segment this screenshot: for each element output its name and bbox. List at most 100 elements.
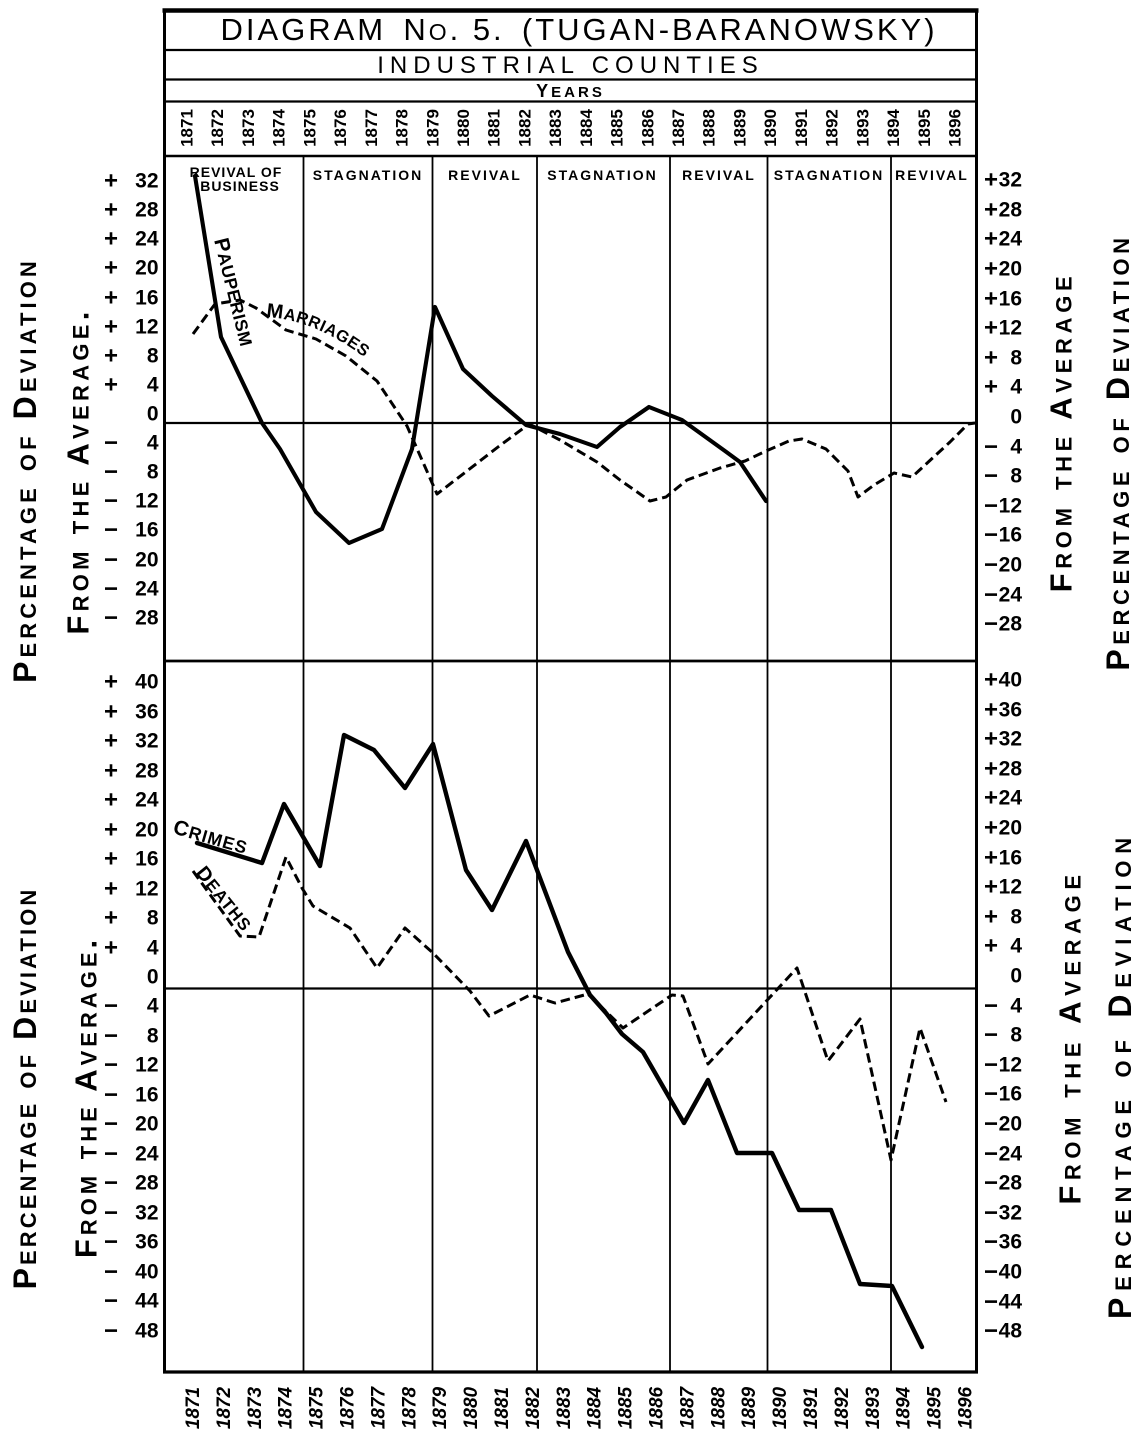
svg-text:−: − xyxy=(984,1289,998,1316)
svg-text:+: + xyxy=(984,667,998,694)
svg-text:+: + xyxy=(104,168,118,195)
svg-text:1874: 1874 xyxy=(270,109,289,147)
svg-text:1887: 1887 xyxy=(669,109,688,147)
svg-text:1887: 1887 xyxy=(677,1385,698,1429)
svg-text:36: 36 xyxy=(999,1231,1022,1254)
svg-text:+: + xyxy=(984,785,998,812)
svg-text:0: 0 xyxy=(147,403,159,426)
svg-text:+: + xyxy=(104,876,118,903)
svg-text:32: 32 xyxy=(999,169,1022,192)
svg-text:24: 24 xyxy=(999,228,1023,251)
svg-text:+: + xyxy=(104,787,118,814)
svg-text:1886: 1886 xyxy=(638,109,657,147)
svg-text:−: − xyxy=(984,1081,998,1108)
svg-text:1881: 1881 xyxy=(492,1387,513,1429)
svg-text:32: 32 xyxy=(135,730,158,753)
svg-text:4: 4 xyxy=(147,432,159,455)
svg-text:0: 0 xyxy=(1010,406,1022,429)
svg-text:1882: 1882 xyxy=(523,1386,544,1429)
svg-text:1891: 1891 xyxy=(801,1387,822,1429)
svg-text:REVIVAL OF: REVIVAL OF xyxy=(190,164,283,180)
svg-text:1890: 1890 xyxy=(761,109,780,147)
svg-text:−: − xyxy=(104,517,118,544)
svg-text:1895: 1895 xyxy=(925,1386,946,1429)
svg-text:−: − xyxy=(984,522,998,549)
svg-text:1881: 1881 xyxy=(485,109,504,147)
svg-text:1885: 1885 xyxy=(616,1386,637,1429)
svg-text:−: − xyxy=(104,1288,118,1315)
svg-text:+: + xyxy=(984,256,998,283)
svg-text:8: 8 xyxy=(1010,1024,1022,1047)
svg-text:1885: 1885 xyxy=(608,109,627,147)
svg-text:16: 16 xyxy=(135,287,158,310)
svg-text:24: 24 xyxy=(135,228,159,251)
svg-text:−: − xyxy=(984,1111,998,1138)
svg-text:1878: 1878 xyxy=(399,1386,420,1429)
svg-text:36: 36 xyxy=(135,1231,158,1254)
svg-text:1884: 1884 xyxy=(585,1386,606,1429)
svg-text:20: 20 xyxy=(135,549,158,572)
svg-text:+: + xyxy=(104,226,118,253)
svg-text:8: 8 xyxy=(147,1025,159,1048)
svg-text:36: 36 xyxy=(135,701,158,724)
svg-text:1872: 1872 xyxy=(208,109,227,147)
svg-text:−: − xyxy=(984,552,998,579)
svg-text:20: 20 xyxy=(999,817,1022,840)
svg-text:8: 8 xyxy=(147,461,159,484)
svg-text:1884: 1884 xyxy=(577,109,596,147)
svg-text:1873: 1873 xyxy=(245,1386,266,1429)
svg-text:20: 20 xyxy=(135,257,158,280)
svg-text:+: + xyxy=(104,343,118,370)
svg-text:−: − xyxy=(104,1023,118,1050)
svg-text:1876: 1876 xyxy=(338,1386,359,1429)
svg-text:DIAGRAM NO. 5. (TUGAN-BARANO: DIAGRAM NO. 5. (TUGAN-BARANOWSKY) xyxy=(220,12,937,47)
svg-text:12: 12 xyxy=(999,317,1022,340)
svg-text:16: 16 xyxy=(999,288,1022,311)
svg-text:+: + xyxy=(104,758,118,785)
svg-text:12: 12 xyxy=(999,495,1022,518)
svg-text:+: + xyxy=(984,756,998,783)
svg-text:−: − xyxy=(984,1259,998,1286)
svg-text:1894: 1894 xyxy=(884,109,903,147)
svg-text:12: 12 xyxy=(135,490,158,513)
svg-text:+: + xyxy=(104,728,118,755)
svg-text:1886: 1886 xyxy=(647,1386,668,1429)
svg-text:28: 28 xyxy=(135,760,159,783)
svg-text:1893: 1893 xyxy=(853,109,872,147)
svg-text:40: 40 xyxy=(135,671,158,694)
svg-text:8: 8 xyxy=(1010,906,1022,929)
svg-text:1880: 1880 xyxy=(461,1386,482,1429)
svg-text:20: 20 xyxy=(999,1113,1022,1136)
svg-text:1876: 1876 xyxy=(331,109,350,147)
svg-text:1875: 1875 xyxy=(300,109,319,147)
svg-text:1878: 1878 xyxy=(393,109,412,147)
svg-text:+: + xyxy=(104,197,118,224)
svg-text:1889: 1889 xyxy=(731,109,750,147)
svg-text:24: 24 xyxy=(135,1143,159,1166)
svg-text:12: 12 xyxy=(135,316,158,339)
svg-text:44: 44 xyxy=(135,1290,159,1313)
svg-text:32: 32 xyxy=(135,170,158,193)
svg-text:1880: 1880 xyxy=(454,109,473,147)
svg-text:−: − xyxy=(104,430,118,457)
svg-text:8: 8 xyxy=(1010,347,1022,370)
svg-text:BUSINESS: BUSINESS xyxy=(200,178,280,194)
svg-text:8: 8 xyxy=(147,345,159,368)
svg-text:Percentage of Deviation: Percentage of Deviation xyxy=(7,887,43,1290)
svg-text:0: 0 xyxy=(1010,965,1022,988)
svg-text:+: + xyxy=(984,845,998,872)
svg-text:−: − xyxy=(984,1229,998,1256)
svg-text:1872: 1872 xyxy=(214,1386,235,1429)
svg-text:+: + xyxy=(104,846,118,873)
svg-text:24: 24 xyxy=(135,789,159,812)
svg-text:+: + xyxy=(104,255,118,282)
svg-text:36: 36 xyxy=(999,699,1022,722)
svg-text:+: + xyxy=(984,874,998,901)
svg-text:16: 16 xyxy=(999,524,1022,547)
svg-text:16: 16 xyxy=(135,848,158,871)
svg-text:−: − xyxy=(104,1111,118,1138)
svg-text:Percentage of Deviation: Percentage of Deviation xyxy=(1102,831,1138,1319)
svg-text:−: − xyxy=(984,993,998,1020)
svg-text:−: − xyxy=(104,1052,118,1079)
svg-text:+: + xyxy=(984,933,998,960)
